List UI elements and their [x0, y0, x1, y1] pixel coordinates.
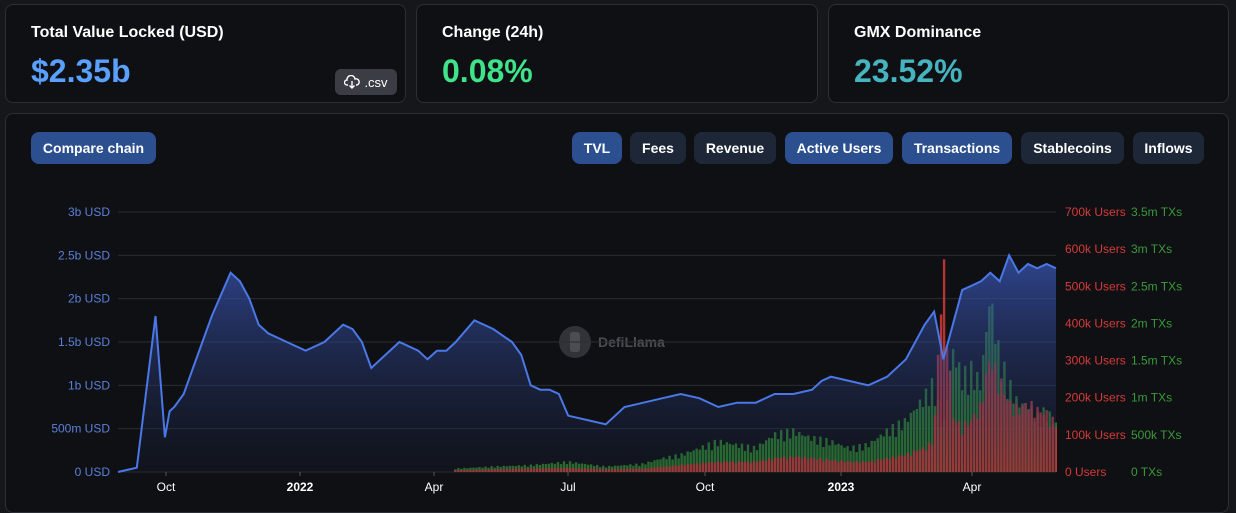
watermark-text: DefiLlama: [598, 334, 665, 350]
stat-value: 0.08%: [442, 53, 533, 89]
tab-transactions[interactable]: Transactions: [902, 132, 1012, 164]
cloud-download-icon: [344, 75, 361, 89]
download-csv-button[interactable]: .csv: [335, 69, 397, 95]
tab-active-users[interactable]: Active Users: [785, 132, 893, 164]
stat-card-change: Change (24h) 0.08%: [416, 4, 818, 103]
tab-stablecoins[interactable]: Stablecoins: [1021, 132, 1124, 164]
stat-label: GMX Dominance: [854, 24, 982, 41]
defillama-watermark: DefiLlama: [558, 324, 665, 360]
compare-chain-button[interactable]: Compare chain: [31, 132, 156, 164]
stat-card-tvl: Total Value Locked (USD) $2.35b .csv: [5, 4, 406, 103]
stat-label: Change (24h): [442, 24, 544, 41]
stat-value: 23.52%: [854, 53, 963, 89]
csv-label: .csv: [364, 74, 388, 90]
llama-logo-icon: [559, 326, 591, 358]
chart-panel: Compare chain TVL Fees Revenue Active Us…: [5, 113, 1229, 513]
tab-tvl[interactable]: TVL: [572, 132, 622, 164]
tab-fees[interactable]: Fees: [630, 132, 686, 164]
stat-label: Total Value Locked (USD): [31, 24, 224, 41]
tab-inflows[interactable]: Inflows: [1133, 132, 1204, 164]
tab-revenue[interactable]: Revenue: [694, 132, 776, 164]
stat-card-dominance: GMX Dominance 23.52%: [828, 4, 1229, 103]
stat-value: $2.35b: [31, 53, 131, 89]
